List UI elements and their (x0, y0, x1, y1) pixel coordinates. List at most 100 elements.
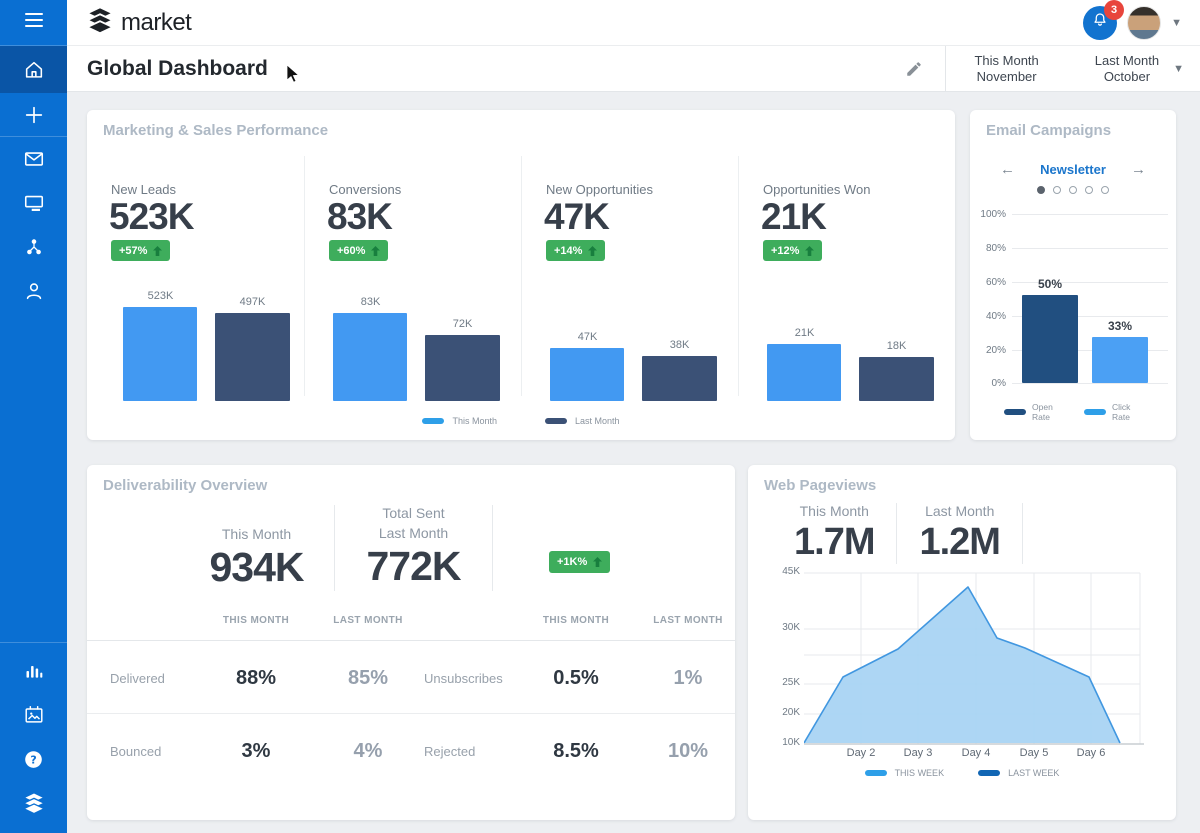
stat-label: Last Month (378, 525, 449, 541)
y-tick: 0% (991, 378, 1006, 389)
title-bar: Global Dashboard This Month November Las… (67, 45, 1200, 92)
gallery-icon (23, 704, 45, 726)
legend-last-week: LAST WEEK (978, 768, 1059, 778)
kpi-opportunities-won: Opportunities Won 21K +12% 21K 18K (738, 156, 955, 401)
stat-label: This Month (799, 503, 869, 519)
bell-icon (1091, 11, 1109, 34)
carousel-dot-3[interactable] (1069, 186, 1077, 194)
open-rate-bar (1022, 295, 1078, 383)
period-this-line1: This Month (974, 52, 1039, 68)
kpi-bar-chart: 83K 72K (305, 276, 522, 401)
up-arrow-icon (805, 245, 815, 256)
up-arrow-icon (153, 245, 163, 256)
y-tick: 40% (985, 311, 1006, 322)
pageviews-last-month: Last Month 1.2M (897, 503, 1023, 564)
email-panel-title: Email Campaigns (986, 122, 1112, 139)
stat-value: 1.2M (919, 521, 1000, 563)
x-tick: Day 6 (1076, 747, 1106, 759)
kpi-label: New Leads (111, 182, 177, 197)
help-icon: ? (23, 749, 44, 770)
legend-pill-this (422, 418, 445, 424)
sidebar-item-email[interactable] (0, 137, 67, 181)
kpi-bar-chart: 523K 497K (87, 276, 304, 401)
bar-value-last: 38K (669, 339, 690, 351)
carousel-dot-2[interactable] (1053, 186, 1061, 194)
stat-label: This Month (221, 526, 292, 542)
notifications-button[interactable]: 3 (1083, 0, 1125, 40)
sidebar-item-add[interactable] (0, 93, 67, 137)
page-title: Global Dashboard (87, 56, 268, 80)
sidebar-item-layers[interactable] (0, 781, 67, 825)
legend-pill-open (1004, 409, 1026, 416)
legend-click-rate: Click Rate (1084, 402, 1142, 422)
cell-last-month: 4% (353, 739, 383, 762)
period-last-month-selector[interactable]: Last Month October (1067, 53, 1187, 85)
period-this-month-selector[interactable]: This Month November (946, 53, 1066, 85)
sidebar-item-contacts[interactable] (0, 269, 67, 313)
deliverability-table-headers: THIS MONTH LAST MONTH THIS MONTH LAST MO… (87, 615, 735, 641)
user-avatar[interactable] (1127, 5, 1162, 40)
y-tick: 25K (782, 677, 800, 688)
table-row: Delivered 88% 85% Unsubscribes 0.5% 1% (87, 642, 735, 714)
carousel-prev-arrow-icon[interactable]: ← (1000, 161, 1015, 178)
col-header: LAST MONTH (653, 615, 723, 626)
deliverability-panel-title: Deliverability Overview (103, 477, 268, 494)
bar-value-last: 18K (886, 340, 907, 352)
bar-chart-icon (24, 661, 44, 681)
titlebar-divider (945, 45, 947, 92)
menu-toggle-button[interactable] (0, 0, 67, 46)
carousel-dots (970, 186, 1176, 194)
cell-this-month: 8.5% (553, 739, 599, 762)
titlebar-controls: This Month November Last Month October ▼ (883, 45, 1200, 92)
legend-pill-last-week (978, 770, 1001, 776)
sidebar-item-reports[interactable] (0, 649, 67, 693)
stat-label: Last Month (925, 503, 995, 519)
carousel-next-arrow-icon[interactable]: → (1131, 161, 1146, 178)
svg-text:?: ? (30, 753, 36, 766)
web-panel-title: Web Pageviews (764, 477, 877, 494)
x-tick: Day 5 (1019, 747, 1049, 759)
click-rate-bar (1092, 337, 1148, 383)
account-chevron-down-icon[interactable]: ▼ (1171, 16, 1182, 29)
table-row: Bounced 3% 4% Rejected 8.5% 10% (87, 715, 735, 787)
legend-open-rate: Open Rate (1004, 402, 1062, 422)
sidebar-item-landing-pages[interactable] (0, 181, 67, 225)
kpi-bar-chart: 47K 38K (522, 276, 739, 401)
sidebar-item-home[interactable] (0, 46, 67, 93)
sidebar-item-help[interactable]: ? (0, 737, 67, 781)
pageviews-area-chart (804, 572, 1144, 745)
kpi-delta-badge: +12% (763, 240, 823, 261)
y-tick: 20% (985, 345, 1006, 356)
edit-dashboard-button[interactable] (883, 46, 945, 91)
legend-this-week: THIS WEEK (864, 768, 944, 778)
y-tick: 60% (985, 277, 1006, 288)
row-label: Delivered (110, 670, 165, 686)
mouse-cursor (285, 64, 300, 89)
y-tick: 80% (985, 243, 1006, 254)
campaign-name: Newsletter (1040, 162, 1106, 177)
carousel-dot-4[interactable] (1085, 186, 1093, 194)
up-arrow-icon (588, 245, 598, 256)
col-header: LAST MONTH (333, 615, 403, 626)
kpi-delta-badge: +60% (329, 240, 389, 261)
bar-last-month (215, 313, 290, 401)
carousel-dot-1[interactable] (1037, 186, 1045, 194)
kpi-label: Opportunities Won (763, 182, 871, 197)
sidebar-item-gallery[interactable] (0, 693, 67, 737)
period-caret-down-icon[interactable]: ▼ (1173, 62, 1184, 75)
period-last-line1: Last Month (1094, 52, 1160, 68)
marketing-panel-title: Marketing & Sales Performance (103, 122, 329, 139)
row-label: Unsubscribes (424, 670, 503, 686)
total-sent-stats: This Month 934K Total Sent Last Month 77… (179, 505, 493, 591)
carousel-dot-5[interactable] (1101, 186, 1109, 194)
y-tick: 20K (782, 707, 800, 718)
marketing-legend: This Month Last Month (87, 416, 955, 426)
kpi-new-opportunities: New Opportunities 47K +14% 47K 38K (521, 156, 738, 401)
sidebar-item-automation[interactable] (0, 225, 67, 269)
kpi-delta-badge: +57% (111, 240, 171, 261)
bar-value-this: 21K (794, 327, 815, 339)
cell-this-month: 3% (241, 739, 271, 762)
home-icon (23, 59, 45, 81)
click-rate-value: 33% (1107, 319, 1133, 333)
up-arrow-icon (593, 557, 603, 567)
